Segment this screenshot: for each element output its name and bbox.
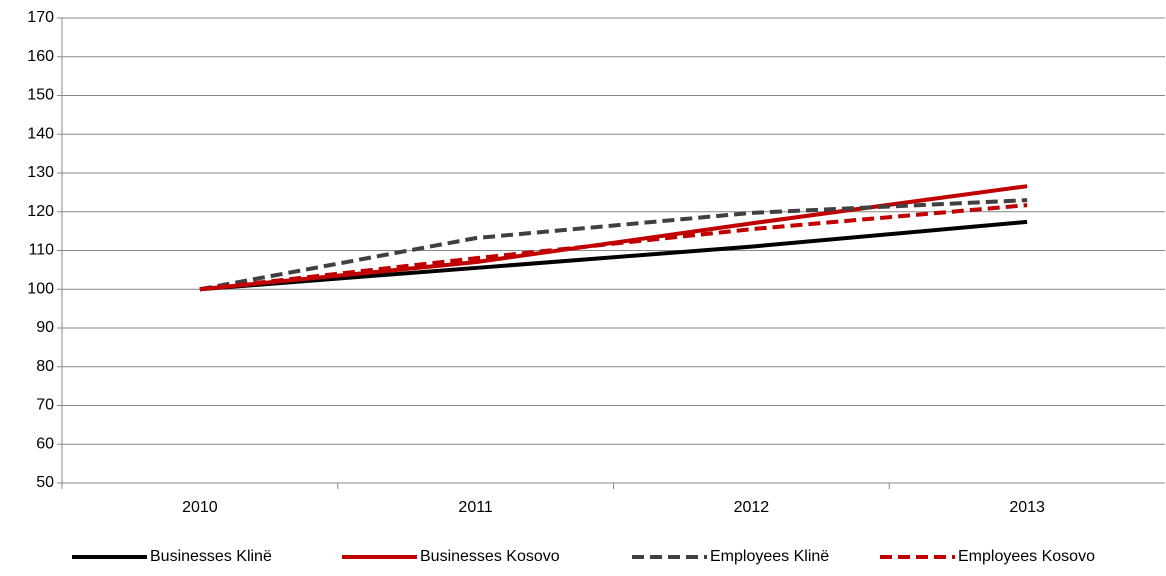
x-tick-label: 2010 [182, 499, 218, 516]
x-tick-label: 2012 [734, 499, 770, 516]
y-tick-label: 120 [27, 203, 54, 220]
y-tick-label: 90 [36, 319, 54, 336]
y-tick-label: 50 [36, 474, 54, 491]
y-tick-label: 70 [36, 397, 54, 414]
legend-label: Employees Kosovo [958, 548, 1095, 565]
series-line [199, 203, 1028, 292]
y-tick-label: 80 [36, 358, 54, 375]
y-tick-label: 100 [27, 280, 54, 297]
series-line [199, 198, 1028, 292]
y-tick-label: 170 [27, 9, 54, 26]
legend-label: Employees Klinë [710, 548, 829, 565]
legend-label: Businesses Klinë [150, 548, 272, 565]
y-tick-label: 130 [27, 164, 54, 181]
y-tick-label: 150 [27, 87, 54, 104]
y-tick-label: 60 [36, 435, 54, 452]
series-line [199, 219, 1028, 292]
y-tick-label: 140 [27, 125, 54, 142]
y-tick-label: 160 [27, 48, 54, 65]
x-tick-label: 2013 [1009, 499, 1045, 516]
legend-label: Businesses Kosovo [420, 548, 560, 565]
y-tick-label: 110 [28, 242, 54, 259]
series-line [199, 184, 1028, 292]
x-tick-label: 2011 [458, 499, 493, 516]
